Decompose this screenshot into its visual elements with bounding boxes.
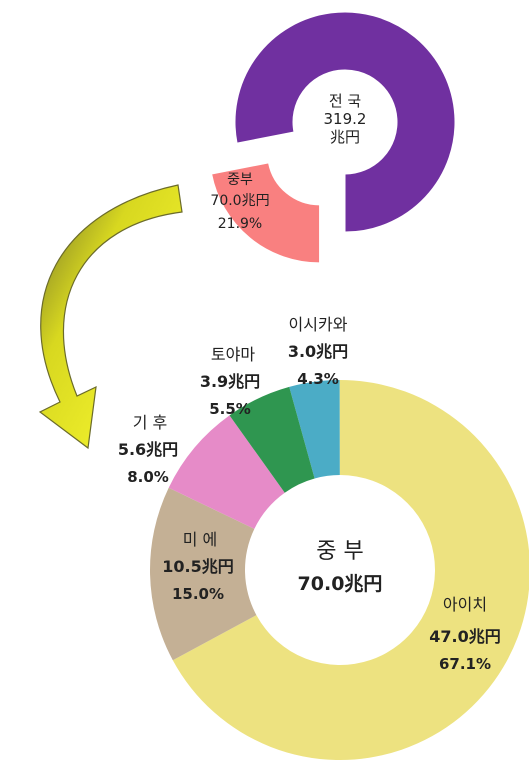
bottom-donut-slice-2 (150, 487, 257, 661)
chubu-slice-name-label: 중부 (227, 172, 253, 188)
gifu-value-label: 5.6兆円 (118, 440, 178, 459)
curved-arrow-icon (38, 184, 183, 450)
bottom-donut-chart: 중 부 70.0兆円 이시카와 3.0兆円 4.3% 토야마 3.9兆円 5.5… (118, 315, 529, 760)
top-center-label-line2: 319.2 (324, 110, 367, 128)
mie-value-label: 10.5兆円 (162, 557, 233, 576)
bottom-donut-slice-3 (168, 415, 285, 529)
toyama-name-label: 토야마 (211, 345, 255, 364)
chubu-slice-value-label: 70.0兆円 (210, 193, 269, 209)
bottom-center-label-line2: 70.0兆円 (298, 573, 383, 595)
aichi-percent-label: 67.1% (439, 655, 491, 673)
mie-percent-label: 15.0% (172, 585, 224, 603)
top-center-label-line1: 전 국 (329, 92, 362, 110)
top-donut-slice-1 (234, 11, 456, 233)
mie-name-label: 미 에 (183, 530, 218, 549)
ishikawa-value-label: 3.0兆円 (288, 342, 348, 361)
toyama-value-label: 3.9兆円 (200, 372, 260, 391)
gifu-percent-label: 8.0% (127, 468, 169, 486)
ishikawa-name-label: 이시카와 (289, 315, 348, 334)
bottom-donut-slice-4 (229, 386, 315, 493)
top-donut-chart: 전 국 319.2 兆円 중부 70.0兆円 21.9% (210, 11, 456, 264)
aichi-name-label: 아이치 (443, 595, 487, 614)
ishikawa-percent-label: 4.3% (297, 370, 339, 388)
bottom-donut-slice-1 (172, 380, 529, 760)
bottom-center-label-line1: 중 부 (316, 539, 363, 564)
gifu-name-label: 기 후 (133, 413, 168, 432)
top-donut-slice-0 (211, 162, 321, 264)
top-center-label-line3: 兆円 (330, 128, 360, 146)
toyama-percent-label: 5.5% (209, 400, 251, 418)
bottom-donut-slice-0 (289, 380, 340, 479)
chubu-slice-percent-label: 21.9% (218, 216, 262, 232)
aichi-value-label: 47.0兆円 (429, 627, 500, 646)
